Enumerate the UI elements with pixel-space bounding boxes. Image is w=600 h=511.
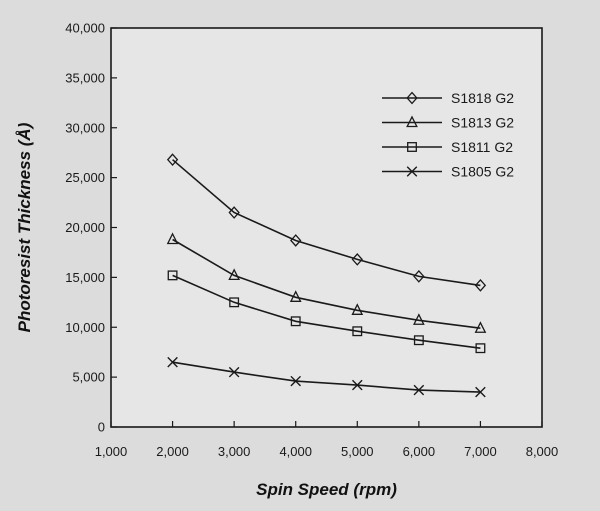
series-s1805-g2 [167, 356, 486, 398]
legend-entry: S1813 G2 [382, 115, 514, 131]
legend-entry: S1811 G2 [382, 139, 513, 155]
data-point [290, 375, 302, 387]
data-point [474, 278, 487, 292]
data-point [228, 268, 240, 281]
series-line [172, 274, 481, 349]
legend-label: S1818 G2 [451, 90, 514, 106]
y-tick-label: 35,000 [65, 70, 105, 85]
x-tick-label: 2,000 [156, 444, 189, 459]
y-tick-label: 0 [98, 420, 105, 435]
series-s1813-g2 [166, 232, 487, 333]
legend-label: S1813 G2 [451, 115, 514, 131]
x-tick-label: 6,000 [403, 444, 436, 459]
legend: S1818 G2 S1813 G2 S1811 G2 S1805 G2 [382, 90, 514, 180]
series-line [172, 159, 481, 287]
y-tick-label: 15,000 [65, 270, 105, 285]
data-point [413, 313, 425, 325]
x-tick-label: 7,000 [464, 444, 497, 459]
data-point [352, 326, 363, 337]
series-s1811-g2 [167, 270, 486, 354]
axis-ticks: 0 5,000 10,000 15,000 20,000 25,000 30,000 35,0… [65, 21, 558, 460]
x-tick-label: 1,000 [95, 444, 128, 459]
data-point [166, 153, 179, 167]
data-point [289, 290, 302, 302]
x-tick-label: 3,000 [218, 444, 251, 459]
legend-marker [406, 115, 418, 128]
y-tick-label: 40,000 [65, 21, 105, 36]
legend-entry: S1818 G2 [382, 90, 514, 106]
data-point [167, 356, 178, 368]
y-axis-title: Photoresist Thickness (Å) [15, 122, 34, 332]
x-axis-title: Spin Speed (rpm) [256, 480, 397, 499]
legend-label: S1805 G2 [451, 164, 514, 180]
data-point [228, 366, 240, 378]
data-point [474, 321, 487, 333]
data-point [167, 270, 178, 281]
series-line [172, 361, 481, 393]
data-point [228, 206, 240, 219]
data-point [351, 379, 363, 391]
y-tick-label: 5,000 [72, 370, 105, 385]
y-tick-label: 25,000 [65, 170, 105, 185]
x-tick-label: 4,000 [279, 444, 312, 459]
legend-marker [406, 166, 418, 177]
legend-marker [406, 91, 418, 105]
y-tick-label: 10,000 [65, 320, 105, 335]
data-point [351, 253, 363, 266]
data-point [351, 303, 364, 315]
x-tick-label: 8,000 [526, 444, 559, 459]
legend-marker [407, 142, 417, 152]
data-point [166, 232, 179, 245]
series-line [172, 238, 481, 329]
data-point [290, 234, 302, 247]
data-point [229, 297, 240, 308]
plot-area [110, 27, 543, 428]
data-point [413, 269, 425, 283]
series-layer [166, 153, 487, 398]
data-point [475, 386, 486, 398]
data-point [413, 384, 425, 396]
data-point [413, 335, 424, 346]
legend-entry: S1805 G2 [382, 164, 514, 180]
y-tick-label: 30,000 [65, 120, 105, 135]
y-tick-label: 20,000 [65, 220, 105, 235]
data-point [290, 316, 301, 327]
x-tick-label: 5,000 [341, 444, 374, 459]
series-s1818-g2 [166, 153, 487, 292]
data-point [475, 343, 486, 354]
legend-label: S1811 G2 [451, 139, 513, 155]
